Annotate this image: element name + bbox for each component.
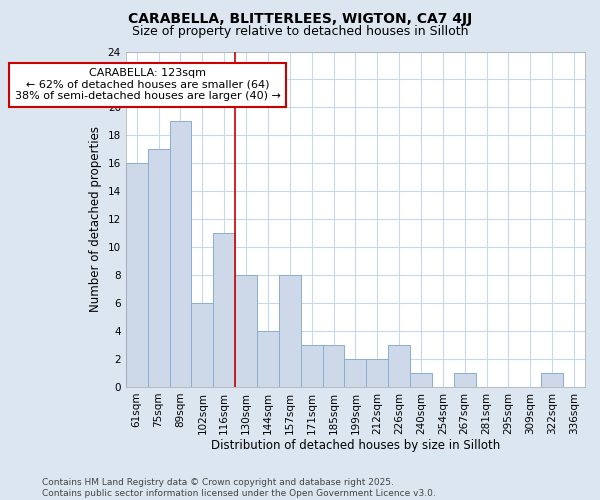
X-axis label: Distribution of detached houses by size in Silloth: Distribution of detached houses by size … bbox=[211, 440, 500, 452]
Bar bbox=[323, 345, 344, 387]
Bar bbox=[213, 233, 235, 387]
Text: CARABELLA: 123sqm
← 62% of detached houses are smaller (64)
38% of semi-detached: CARABELLA: 123sqm ← 62% of detached hous… bbox=[15, 68, 281, 102]
Bar bbox=[301, 345, 323, 387]
Bar bbox=[235, 275, 257, 387]
Bar bbox=[191, 303, 213, 387]
Bar bbox=[148, 150, 170, 387]
Y-axis label: Number of detached properties: Number of detached properties bbox=[89, 126, 102, 312]
Bar bbox=[279, 275, 301, 387]
Bar bbox=[367, 359, 388, 387]
Bar bbox=[541, 373, 563, 387]
Bar bbox=[170, 122, 191, 387]
Text: Size of property relative to detached houses in Silloth: Size of property relative to detached ho… bbox=[132, 25, 468, 38]
Text: CARABELLA, BLITTERLEES, WIGTON, CA7 4JJ: CARABELLA, BLITTERLEES, WIGTON, CA7 4JJ bbox=[128, 12, 472, 26]
Bar bbox=[344, 359, 367, 387]
Bar bbox=[126, 164, 148, 387]
Bar bbox=[257, 331, 279, 387]
Bar bbox=[454, 373, 476, 387]
Bar bbox=[410, 373, 432, 387]
Text: Contains HM Land Registry data © Crown copyright and database right 2025.
Contai: Contains HM Land Registry data © Crown c… bbox=[42, 478, 436, 498]
Bar bbox=[388, 345, 410, 387]
